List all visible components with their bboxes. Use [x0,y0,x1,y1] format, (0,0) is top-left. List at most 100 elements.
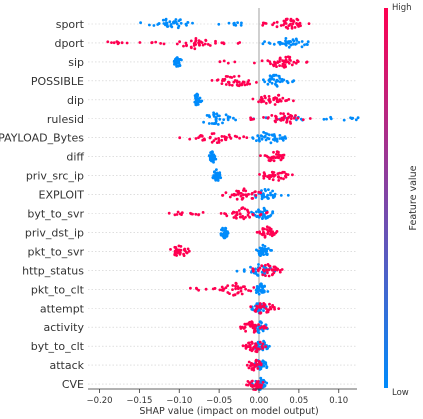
feature-label: sport [56,18,85,31]
shap-dot [258,320,262,324]
shap-dot [226,115,230,118]
shap-dot [238,136,242,140]
shap-dot [282,112,285,116]
shap-dot [292,116,296,120]
shap-dot [269,62,272,66]
shap-dot [273,103,277,106]
shap-dot [236,286,240,290]
shap-dot [267,95,271,98]
shap-dot [278,77,282,80]
feature-label: byt_to_clt [31,340,85,353]
feature-label: pkt_to_svr [28,245,85,258]
shap-dot [278,80,282,84]
shap-dot [322,117,326,121]
shap-dot [237,209,241,212]
shap-dot [276,100,280,104]
shap-dot [275,20,279,24]
shap-dot [258,302,262,305]
shap-dot [258,246,262,250]
shap-dot [256,342,260,345]
shap-dot [263,134,267,138]
shap-dot [265,154,268,158]
shap-dot [248,343,252,347]
shap-dot [262,78,265,82]
shap-dot [194,137,198,140]
shap-dot [269,230,273,234]
shap-dot [261,268,265,272]
shap-dot [228,75,232,79]
shap-dot [202,138,206,142]
shap-dot [281,96,285,100]
shap-dot [234,284,237,288]
feature-label: priv_src_ip [26,170,84,183]
shap-dot [259,213,263,216]
x-tick-label: 0.00 [250,396,269,406]
shap-dot [275,25,279,29]
shap-dot [262,253,265,256]
shap-dot [184,22,188,26]
shap-dot [349,116,352,120]
shap-dot [267,116,270,119]
shap-dot [202,120,206,124]
shap-dot [251,269,255,273]
shap-dot [294,114,297,117]
shap-dot [197,42,201,46]
shap-dot [259,376,263,380]
shap-dot [262,174,265,178]
shap-dot [305,61,308,64]
shap-dot [210,132,214,136]
shap-dot [182,44,185,48]
shap-dot [278,134,282,137]
shap-dot [178,252,182,256]
shap-dot [285,120,288,124]
shap-dot [268,344,271,348]
shap-dot [220,135,224,138]
shap-dot [222,118,226,121]
shap-dot [260,264,264,268]
shap-dot [255,139,258,143]
shap-dot [298,21,302,25]
shap-dot [273,96,277,100]
shap-dot [184,41,188,45]
shap-dot [274,120,277,124]
shap-dot [303,43,306,47]
shap-dot [249,289,253,293]
shap-dot [268,74,272,78]
feature-label: sip [68,56,84,69]
shap-dot [272,268,276,272]
shap-dot [235,216,238,220]
shap-dot [271,178,275,182]
shap-dot [125,41,129,45]
shap-dot [174,249,178,253]
shap-dot [282,177,285,181]
shap-dot [246,213,250,217]
shap-dot [253,363,257,367]
shap-dot [237,74,241,78]
shap-dot [249,384,253,388]
x-tick-label: 0.05 [289,396,308,406]
shap-dot [263,235,267,239]
shap-dot [170,25,174,29]
shap-dot [270,114,274,117]
x-tick-label: −0.10 [166,396,192,406]
shap-dot [265,326,268,330]
shap-dot [264,132,268,135]
shap-dot [268,101,272,104]
feature-label: POSSIBLE [31,75,84,88]
shap-dot [261,42,265,46]
shap-dot [244,343,248,347]
shap-dot [262,361,266,365]
shap-dot [247,360,251,364]
shap-dot [284,55,288,59]
shap-dot [257,309,261,312]
shap-dot [287,24,291,27]
shap-dot [194,96,197,100]
shap-dot [232,193,236,197]
shap-dot [178,136,182,140]
shap-dot [255,349,259,352]
shap-dot [272,64,276,68]
dots-group [106,17,360,391]
shap-dot [256,289,259,292]
shap-dot [208,44,212,47]
